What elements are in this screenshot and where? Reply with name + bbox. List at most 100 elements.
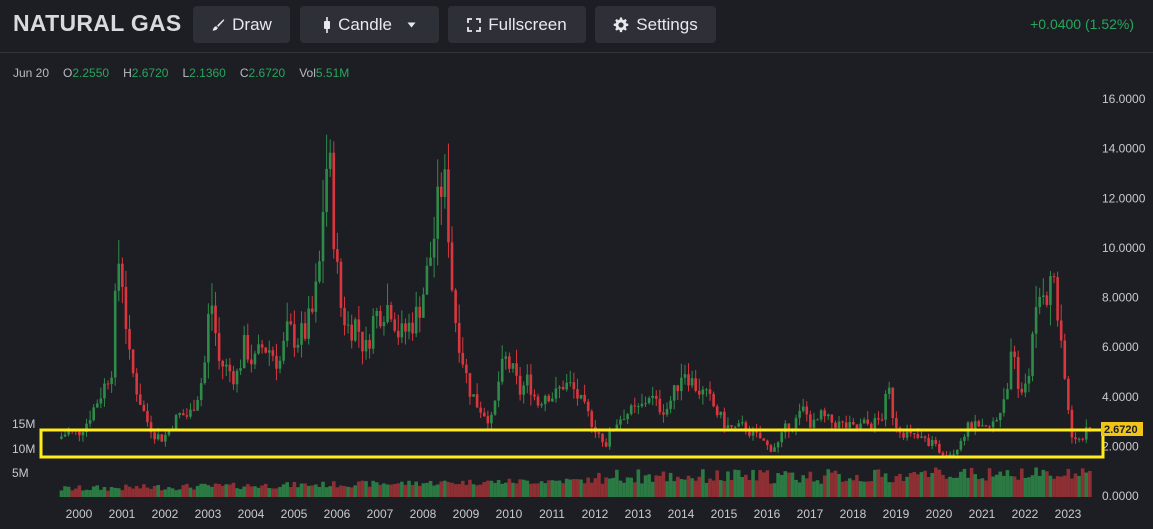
- volume-bar: [414, 481, 418, 497]
- candle: [558, 385, 561, 399]
- candle: [1059, 304, 1063, 348]
- candle: [601, 432, 604, 447]
- volume-bar: [765, 470, 770, 497]
- volume-bar: [568, 479, 573, 497]
- candle: [561, 380, 565, 391]
- x-tick-label: 2004: [238, 507, 265, 521]
- volume-bar: [199, 483, 203, 497]
- candle: [651, 386, 654, 406]
- candle: [941, 451, 945, 456]
- volume-bar: [1012, 476, 1017, 497]
- x-tick-label: 2017: [797, 507, 824, 521]
- volume-bar: [611, 477, 616, 497]
- candle: [977, 419, 981, 427]
- candle: [533, 389, 536, 401]
- volume-bar: [948, 476, 952, 497]
- volume-bar: [1023, 477, 1028, 497]
- volume-bar: [715, 470, 719, 497]
- volume-bar: [733, 469, 737, 497]
- draw-button[interactable]: Draw: [193, 6, 290, 43]
- volume-bar: [73, 488, 78, 497]
- volume-bar: [708, 478, 712, 497]
- volume-tick-label: 15M: [12, 417, 35, 431]
- y-tick-label: 4.0000: [1102, 390, 1139, 404]
- candle-dropdown[interactable]: Candle: [300, 6, 439, 43]
- volume-bar: [382, 483, 386, 497]
- candle: [543, 394, 547, 412]
- volume-bar: [966, 477, 970, 497]
- volume-bar: [686, 475, 691, 497]
- candle: [339, 258, 343, 318]
- volume-bar: [317, 486, 322, 497]
- volume-bar: [1059, 476, 1063, 497]
- candle: [637, 403, 640, 415]
- volume-bar: [521, 479, 526, 497]
- volume-bar: [579, 479, 583, 497]
- candle: [715, 404, 719, 418]
- candle: [106, 380, 110, 390]
- volume-bar: [231, 482, 236, 497]
- volume-bar: [335, 487, 340, 497]
- volume-bar: [389, 484, 393, 497]
- volume-bar: [801, 475, 805, 497]
- volume-bar: [790, 472, 795, 497]
- x-tick-label: 2018: [840, 507, 867, 521]
- candle: [644, 396, 647, 408]
- candle: [232, 365, 235, 390]
- volume-bar: [819, 483, 823, 497]
- candle: [379, 305, 382, 329]
- candle: [303, 311, 307, 341]
- candle: [336, 232, 339, 274]
- volume-bar: [722, 481, 727, 497]
- x-tick-label: 2007: [367, 507, 394, 521]
- candle: [551, 392, 554, 403]
- candle: [744, 420, 748, 435]
- candle: [386, 283, 389, 324]
- fullscreen-button[interactable]: Fullscreen: [448, 6, 586, 43]
- candle: [536, 393, 540, 408]
- volume-bar: [564, 478, 569, 497]
- volume-bar: [1070, 478, 1074, 497]
- volume-bar: [88, 490, 92, 497]
- ohlc-date: Jun 20: [13, 66, 50, 80]
- price-chart[interactable]: 16.0000 14.0000 12.0000 10.0000 8.0000 6.0000…: [0, 52, 1153, 529]
- volume-bar: [288, 486, 293, 497]
- candle: [465, 358, 468, 384]
- volume-bar: [84, 489, 89, 497]
- volume-bar: [195, 485, 200, 497]
- volume-bar: [1084, 472, 1089, 497]
- volume-tick-label: 5M: [12, 466, 29, 480]
- candle: [228, 358, 232, 383]
- candle: [357, 306, 361, 348]
- settings-button[interactable]: Settings: [595, 6, 716, 43]
- volume-bar: [758, 470, 762, 497]
- candle: [400, 310, 404, 344]
- candle: [586, 398, 590, 417]
- volume-bar: [959, 471, 963, 497]
- x-tick-label: 2011: [539, 507, 565, 521]
- fullscreen-label: Fullscreen: [488, 14, 567, 34]
- volume-bar: [70, 490, 74, 497]
- volume-bar: [486, 480, 490, 497]
- volume-bar: [776, 473, 780, 497]
- volume-bar: [1052, 478, 1056, 497]
- candle: [271, 346, 275, 362]
- candle: [289, 313, 293, 326]
- volume-bar: [1048, 475, 1053, 497]
- volume-bar: [134, 485, 139, 497]
- candle: [823, 407, 826, 423]
- draw-label: Draw: [232, 14, 272, 34]
- y-tick-label: 2.0000: [1102, 439, 1139, 453]
- candle: [898, 426, 902, 439]
- volume-bar: [711, 480, 716, 497]
- candle: [1045, 291, 1049, 308]
- volume-bar: [367, 486, 372, 497]
- volume-bar: [99, 489, 103, 497]
- volume-bar: [235, 488, 239, 497]
- volume-bar: [299, 483, 304, 497]
- volume-bar: [159, 490, 164, 497]
- candle: [830, 414, 834, 429]
- candle: [260, 339, 264, 354]
- candle: [404, 318, 407, 345]
- volume-bar: [894, 476, 899, 497]
